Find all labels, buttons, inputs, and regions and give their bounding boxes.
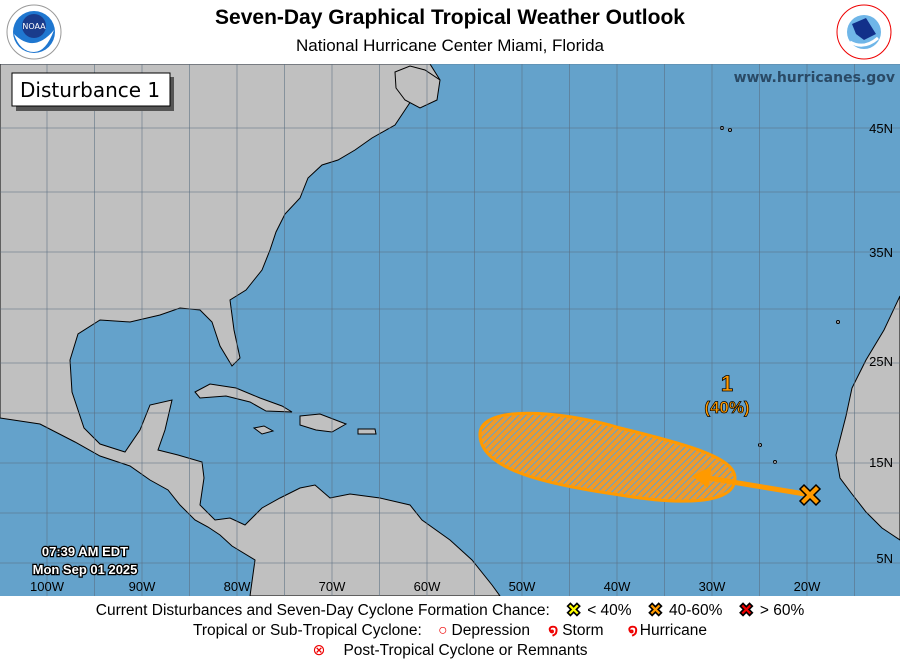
header: NOAA Seven-Day Graphical Tropical Weathe… (0, 0, 900, 64)
website-link[interactable]: www.hurricanes.gov (734, 70, 895, 86)
svg-text:NOAA: NOAA (22, 22, 46, 31)
panel-label: Disturbance 1 (20, 78, 160, 102)
latitude-label: 15N (869, 455, 893, 470)
legend-post-tropical: Post-Tropical Cyclone or Remnants (343, 641, 588, 659)
longitude-label: 100W (30, 579, 65, 594)
legend-medium: 40-60% (669, 601, 723, 619)
storm-icon: ໑ (548, 622, 559, 639)
formation-chance: (40%) (704, 398, 749, 417)
jamaica (252, 425, 275, 435)
x-icon-yellow: ✖ (566, 600, 582, 621)
noaa-logo: NOAA (6, 4, 62, 60)
depression-icon: ○ (438, 621, 448, 639)
longitude-label: 30W (699, 579, 726, 594)
timestamp-time: 07:39 AM EDT (42, 544, 128, 559)
legend-cyclone-label: Tropical or Sub-Tropical Cyclone: (193, 621, 422, 639)
x-icon-red: ✖ (738, 600, 754, 621)
longitude-label: 80W (224, 579, 251, 594)
page-subtitle: National Hurricane Center Miami, Florida (295, 36, 604, 55)
newfoundland (394, 65, 441, 109)
longitude-label: 40W (604, 579, 631, 594)
longitude-label: 50W (509, 579, 536, 594)
panel-label-box: Disturbance 1 (11, 72, 174, 111)
nws-logo (836, 4, 892, 60)
motion-arrow (707, 475, 806, 497)
post-tropical-icon: ⊗ (312, 642, 326, 659)
latitude-label: 25N (869, 354, 893, 369)
timestamp-date: Mon Sep 01 2025 (33, 562, 138, 577)
legend-hurricane: Hurricane (639, 621, 707, 639)
arrowhead-icon (692, 466, 712, 488)
africa (835, 295, 900, 541)
disturbance-1[interactable]: 1 (40%) (478, 371, 822, 507)
longitude-label: 90W (129, 579, 156, 594)
page-title: Seven-Day Graphical Tropical Weather Out… (215, 6, 685, 29)
outlook-map: 1 (40%) Disturbance 1 www.hurricanes.gov… (0, 64, 900, 596)
disturbance-number: 1 (721, 371, 733, 396)
latitude-label: 45N (869, 121, 893, 136)
hurricane-icon: ໑ (627, 622, 638, 639)
latitude-label: 35N (869, 245, 893, 260)
x-icon-orange-legend: ✖ (647, 600, 663, 621)
formation-area[interactable] (478, 411, 737, 503)
legend-high: > 60% (759, 601, 805, 619)
latitude-label: 5N (876, 551, 893, 566)
longitude-label: 20W (794, 579, 821, 594)
longitude-label: 70W (319, 579, 346, 594)
longitude-label: 60W (414, 579, 441, 594)
legend-low: < 40% (587, 601, 632, 619)
legend-formation-label: Current Disturbances and Seven-Day Cyclo… (95, 601, 550, 619)
puerto-rico (357, 428, 377, 435)
cuba (194, 383, 293, 413)
lat-lon-grid (0, 64, 900, 596)
legend-storm: Storm (562, 621, 604, 639)
x-icon-orange[interactable] (798, 483, 822, 507)
legend-depression: Depression (451, 621, 530, 639)
